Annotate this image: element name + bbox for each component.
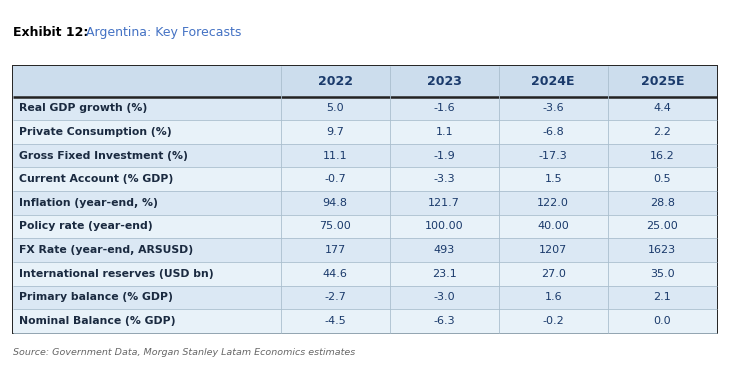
Text: 25.00: 25.00: [647, 221, 678, 232]
Text: 122.0: 122.0: [537, 198, 569, 208]
Text: -3.3: -3.3: [434, 174, 455, 184]
Text: 121.7: 121.7: [429, 198, 460, 208]
Text: 2024E: 2024E: [531, 75, 575, 88]
Text: 2025E: 2025E: [640, 75, 684, 88]
Text: 5.0: 5.0: [326, 103, 344, 113]
Text: -6.3: -6.3: [434, 316, 455, 326]
Text: 44.6: 44.6: [323, 269, 347, 279]
Text: Gross Fixed Investment (%): Gross Fixed Investment (%): [19, 150, 188, 161]
Bar: [13, 120, 717, 144]
Text: Argentina: Key Forecasts: Argentina: Key Forecasts: [86, 26, 242, 39]
Text: 2.2: 2.2: [653, 127, 672, 137]
Bar: [13, 191, 717, 215]
Text: 2.1: 2.1: [653, 292, 671, 302]
Text: 40.00: 40.00: [537, 221, 569, 232]
Bar: [13, 285, 717, 309]
Text: FX Rate (year-end, ARSUSD): FX Rate (year-end, ARSUSD): [19, 245, 193, 255]
Text: 23.1: 23.1: [431, 269, 456, 279]
Text: 177: 177: [324, 245, 346, 255]
Bar: [13, 167, 717, 191]
Text: 1.6: 1.6: [545, 292, 562, 302]
Text: 9.7: 9.7: [326, 127, 344, 137]
Text: Exhibit 12:: Exhibit 12:: [13, 26, 88, 39]
Text: -0.7: -0.7: [324, 174, 346, 184]
Text: Policy rate (year-end): Policy rate (year-end): [19, 221, 153, 232]
Bar: [13, 262, 717, 285]
Text: 0.0: 0.0: [653, 316, 671, 326]
Text: -1.9: -1.9: [434, 150, 455, 161]
Text: 11.1: 11.1: [323, 150, 347, 161]
Text: -4.5: -4.5: [324, 316, 346, 326]
Text: Inflation (year-end, %): Inflation (year-end, %): [19, 198, 158, 208]
Text: -0.2: -0.2: [542, 316, 564, 326]
Text: Real GDP growth (%): Real GDP growth (%): [19, 103, 147, 113]
Text: 2023: 2023: [427, 75, 461, 88]
Text: 1.5: 1.5: [545, 174, 562, 184]
Text: 75.00: 75.00: [319, 221, 351, 232]
Text: 94.8: 94.8: [323, 198, 347, 208]
Text: 4.4: 4.4: [653, 103, 672, 113]
Text: 0.5: 0.5: [653, 174, 671, 184]
Text: 28.8: 28.8: [650, 198, 675, 208]
Text: International reserves (USD bn): International reserves (USD bn): [19, 269, 214, 279]
Text: -6.8: -6.8: [542, 127, 564, 137]
Text: -3.6: -3.6: [542, 103, 564, 113]
Bar: [13, 215, 717, 238]
Text: 16.2: 16.2: [650, 150, 675, 161]
Text: Primary balance (% GDP): Primary balance (% GDP): [19, 292, 173, 302]
Text: -1.6: -1.6: [434, 103, 455, 113]
Bar: [13, 66, 717, 97]
Text: -3.0: -3.0: [434, 292, 455, 302]
Text: Source: Government Data, Morgan Stanley Latam Economics estimates: Source: Government Data, Morgan Stanley …: [13, 348, 356, 357]
Text: Nominal Balance (% GDP): Nominal Balance (% GDP): [19, 316, 175, 326]
Text: -17.3: -17.3: [539, 150, 568, 161]
Bar: [13, 97, 717, 120]
Bar: [13, 238, 717, 262]
Text: Current Account (% GDP): Current Account (% GDP): [19, 174, 173, 184]
Text: 2022: 2022: [318, 75, 353, 88]
Text: 1207: 1207: [539, 245, 567, 255]
Bar: [13, 309, 717, 333]
Bar: [13, 144, 717, 167]
Bar: [13, 66, 717, 333]
Text: 27.0: 27.0: [541, 269, 566, 279]
Text: Private Consumption (%): Private Consumption (%): [19, 127, 172, 137]
Text: 100.00: 100.00: [425, 221, 464, 232]
Text: 35.0: 35.0: [650, 269, 675, 279]
Text: -2.7: -2.7: [324, 292, 346, 302]
Text: 1623: 1623: [648, 245, 677, 255]
Text: 493: 493: [434, 245, 455, 255]
Text: 1.1: 1.1: [435, 127, 453, 137]
